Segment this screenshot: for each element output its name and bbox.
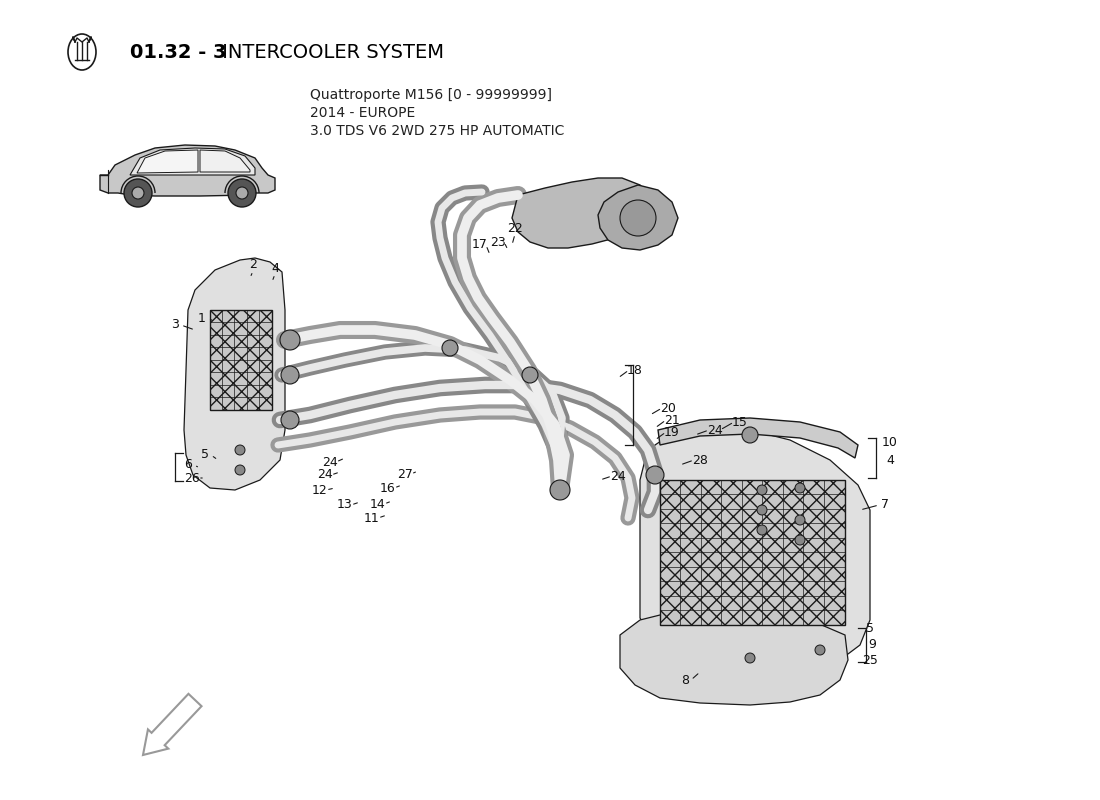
Circle shape [280,411,299,429]
Text: 3.0 TDS V6 2WD 275 HP AUTOMATIC: 3.0 TDS V6 2WD 275 HP AUTOMATIC [310,124,564,138]
Polygon shape [184,258,285,490]
Text: 5: 5 [201,449,209,462]
Text: 19: 19 [664,426,680,438]
FancyArrow shape [143,694,201,755]
Circle shape [522,367,538,383]
Circle shape [124,179,152,207]
Polygon shape [200,150,250,172]
Text: 2: 2 [249,258,257,271]
Circle shape [745,653,755,663]
Polygon shape [598,185,678,250]
Text: 20: 20 [660,402,675,414]
Text: 28: 28 [692,454,708,466]
Circle shape [228,179,256,207]
Circle shape [620,200,656,236]
Bar [660,480,845,625]
Text: 11: 11 [364,511,380,525]
Circle shape [280,330,300,350]
Text: 01.32 - 3: 01.32 - 3 [130,42,227,62]
Circle shape [280,366,299,384]
Text: 18: 18 [627,363,642,377]
Text: 25: 25 [862,654,878,666]
Text: 17: 17 [472,238,488,251]
Polygon shape [100,145,275,196]
Circle shape [757,525,767,535]
Text: 24: 24 [322,455,338,469]
Text: 8: 8 [681,674,689,686]
Bar [210,310,272,410]
Text: 6: 6 [184,458,191,471]
Text: 27: 27 [397,467,412,481]
Circle shape [815,645,825,655]
Text: 24: 24 [707,423,723,437]
Text: 16: 16 [381,482,396,494]
Text: 13: 13 [337,498,353,511]
Circle shape [795,483,805,493]
Text: 14: 14 [370,498,386,510]
Text: 7: 7 [881,498,889,511]
Text: 2014 - EUROPE: 2014 - EUROPE [310,106,416,120]
Circle shape [646,466,664,484]
Polygon shape [130,148,255,175]
Text: 26: 26 [184,471,200,485]
Circle shape [757,505,767,515]
Circle shape [550,480,570,500]
Text: INTERCOOLER SYSTEM: INTERCOOLER SYSTEM [216,42,443,62]
Polygon shape [512,178,652,248]
Text: 24: 24 [317,469,333,482]
Text: 21: 21 [664,414,680,426]
Polygon shape [138,150,198,173]
Text: 10: 10 [882,435,898,449]
Text: 12: 12 [312,483,328,497]
Text: 4: 4 [887,454,894,466]
Circle shape [795,515,805,525]
Text: 9: 9 [868,638,876,651]
Circle shape [132,187,144,199]
Text: 5: 5 [866,622,874,634]
Text: 15: 15 [733,415,748,429]
Circle shape [742,427,758,443]
Text: 23: 23 [491,235,506,249]
Text: 1: 1 [198,311,206,325]
Circle shape [235,465,245,475]
Text: 4: 4 [271,262,279,274]
Polygon shape [658,418,858,458]
Text: 22: 22 [507,222,522,234]
Polygon shape [620,614,848,705]
Circle shape [235,445,245,455]
Text: 3: 3 [172,318,179,331]
Polygon shape [640,430,870,670]
Circle shape [442,340,458,356]
Circle shape [757,485,767,495]
Text: 24: 24 [610,470,626,482]
Circle shape [795,535,805,545]
Text: Quattroporte M156 [0 - 99999999]: Quattroporte M156 [0 - 99999999] [310,88,552,102]
Circle shape [236,187,248,199]
